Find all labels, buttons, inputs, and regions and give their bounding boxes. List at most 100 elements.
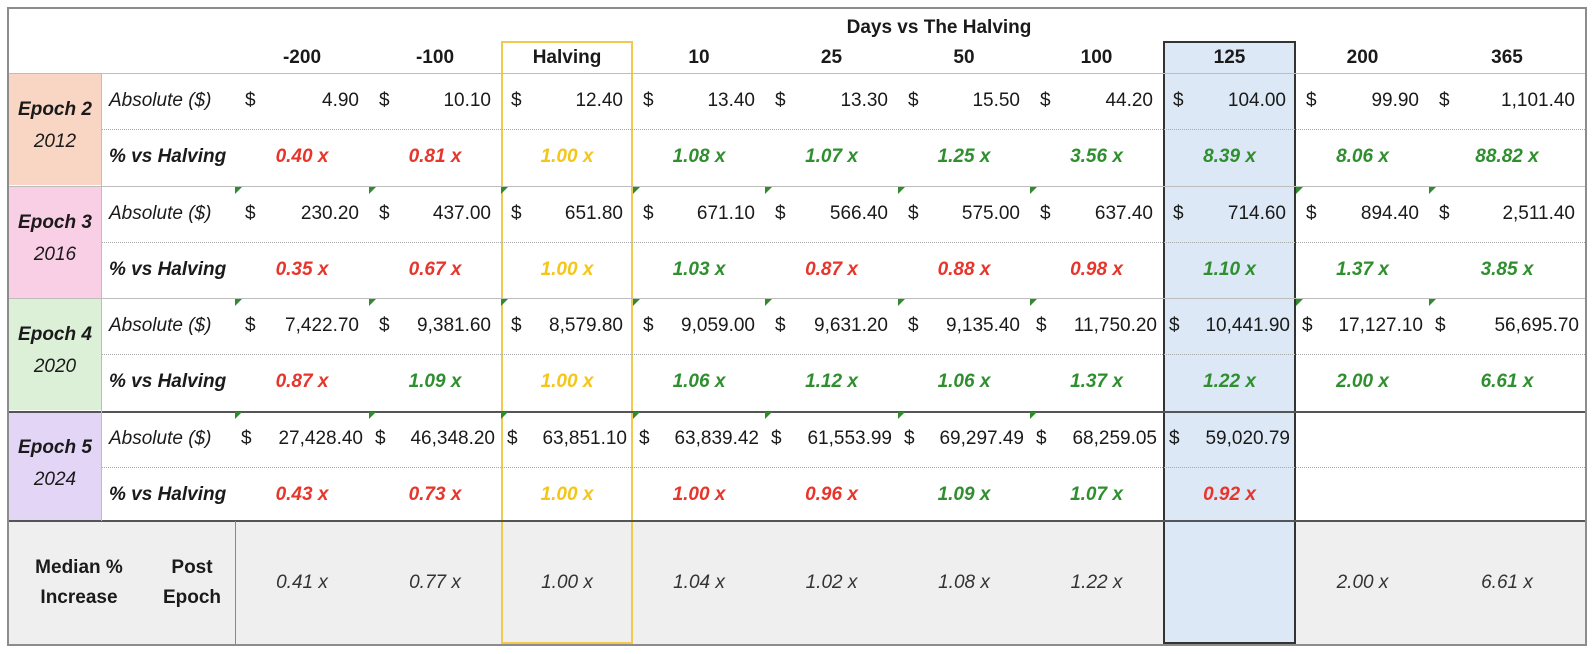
highlight-column-125 <box>1163 41 1296 644</box>
absolute-price-cell: $566.40 <box>765 186 898 242</box>
pct-vs-halving-cell: 1.07 x <box>805 146 858 167</box>
row-label-absolute: Absolute ($) <box>109 90 212 111</box>
pct-vs-halving-cell: 1.07 x <box>1070 484 1123 505</box>
dollar-sign: $ <box>908 90 919 111</box>
pct-vs-halving-cell: 1.22 x <box>1203 371 1256 392</box>
dollar-sign: $ <box>379 315 390 336</box>
pct-vs-halving-cell: 1.09 x <box>408 371 462 392</box>
price-value: 68,259.05 <box>1072 428 1157 449</box>
row-label-pct: % vs Halving <box>109 484 227 505</box>
row-divider <box>9 186 1585 187</box>
median-row-label: Median % Increase Post Epoch <box>9 521 235 644</box>
absolute-price-cell: $651.80 <box>501 186 633 242</box>
absolute-price-cell: $9,631.20 <box>765 298 898 354</box>
pct-vs-halving-cell: 0.98 x <box>1070 259 1123 280</box>
dollar-sign: $ <box>1169 428 1180 449</box>
row-label-absolute: Absolute ($) <box>109 203 212 224</box>
absolute-price-cell: $17,127.10 <box>1296 298 1429 354</box>
row-divider <box>9 298 1585 299</box>
price-value: 11,750.20 <box>1073 315 1157 336</box>
absolute-price-cell: $671.10 <box>633 186 765 242</box>
dollar-sign: $ <box>643 315 654 336</box>
cell-note-marker <box>501 412 508 419</box>
cell-note-marker <box>501 299 508 306</box>
dollar-sign: $ <box>379 90 390 111</box>
cell-note-marker <box>235 412 242 419</box>
cell-note-marker <box>235 299 242 306</box>
dollar-sign: $ <box>904 428 915 449</box>
epoch-name: Epoch 3 <box>18 212 92 233</box>
dollar-sign: $ <box>1173 90 1184 111</box>
price-value: 9,135.40 <box>946 315 1020 336</box>
pct-vs-halving-cell: 1.00 x <box>672 484 726 505</box>
absolute-price-cell: $10.10 <box>369 73 501 129</box>
absolute-price-cell: $894.40 <box>1296 186 1429 242</box>
dollar-sign: $ <box>775 90 786 111</box>
absolute-price-cell: $11,750.20 <box>1030 298 1163 354</box>
row-label-pct: % vs Halving <box>109 371 227 392</box>
dollar-sign: $ <box>511 90 522 111</box>
price-value: 9,059.00 <box>681 315 755 336</box>
cell-note-marker <box>633 187 640 194</box>
absolute-price-cell: $4.90 <box>235 73 369 129</box>
dollar-sign: $ <box>1302 315 1313 336</box>
row-divider <box>9 73 1585 74</box>
column-header: Halving <box>532 47 602 68</box>
price-value: 714.60 <box>1227 203 1286 224</box>
absolute-price-cell: $9,135.40 <box>898 298 1030 354</box>
median-label-line2: Post Epoch <box>162 556 222 608</box>
median-value-cell: 0.77 x <box>409 572 461 593</box>
dollar-sign: $ <box>1169 315 1180 336</box>
price-value: 15.50 <box>972 90 1020 111</box>
pct-vs-halving-cell: 3.85 x <box>1480 259 1534 280</box>
absolute-price-cell: $575.00 <box>898 186 1030 242</box>
price-value: 437.00 <box>432 203 491 224</box>
column-header: 200 <box>1346 47 1379 68</box>
dollar-sign: $ <box>908 203 919 224</box>
absolute-price-cell: $15.50 <box>898 73 1030 129</box>
epoch-year: 2016 <box>33 244 77 265</box>
column-header: -100 <box>415 47 455 68</box>
row-divider <box>9 411 1585 413</box>
cell-note-marker <box>1296 299 1303 306</box>
epoch-year: 2012 <box>33 131 77 152</box>
median-value-cell: 0.41 x <box>276 572 328 593</box>
row-label-pct: % vs Halving <box>109 259 227 280</box>
price-value: 17,127.10 <box>1338 315 1423 336</box>
cell-note-marker <box>369 412 376 419</box>
price-value: 894.40 <box>1360 203 1419 224</box>
table-grid: Days vs The Halving -200 -100 Halving 10 25 50… <box>9 9 1585 644</box>
price-value: 12.40 <box>575 90 623 111</box>
median-label-line1: Median % Increase <box>35 556 123 608</box>
pct-vs-halving-cell: 1.03 x <box>672 259 726 280</box>
price-value: 4.90 <box>322 90 359 111</box>
dollar-sign: $ <box>1439 203 1450 224</box>
column-header: 365 <box>1491 47 1523 68</box>
pct-vs-halving-cell: 1.00 x <box>540 484 594 505</box>
cell-note-marker <box>765 412 772 419</box>
epoch-band-bg <box>9 73 101 185</box>
median-value-cell: 6.61 x <box>1481 572 1533 593</box>
column-header: 25 <box>820 47 843 68</box>
pct-vs-halving-cell: 1.08 x <box>672 146 726 167</box>
row-label-pct: % vs Halving <box>109 146 227 167</box>
pct-vs-halving-cell: 1.09 x <box>937 484 991 505</box>
absolute-price-cell: $59,020.79 <box>1163 411 1296 467</box>
cell-note-marker <box>765 299 772 306</box>
epoch-label: Epoch 2 2012 <box>9 73 101 185</box>
median-value-cell: 1.08 x <box>938 572 990 593</box>
absolute-price-cell: $10,441.90 <box>1163 298 1296 354</box>
absolute-price-cell: $13.40 <box>633 73 765 129</box>
dollar-sign: $ <box>245 315 256 336</box>
cell-note-marker <box>1030 187 1037 194</box>
price-value: 2,511.40 <box>1502 203 1575 224</box>
pct-vs-halving-cell: 0.87 x <box>805 259 858 280</box>
epoch-label: Epoch 5 2024 <box>9 411 101 523</box>
absolute-price-cell: $68,259.05 <box>1030 411 1163 467</box>
pct-vs-halving-cell: 3.56 x <box>1070 146 1123 167</box>
absolute-price-cell: $8,579.80 <box>501 298 633 354</box>
pct-vs-halving-cell: 0.40 x <box>275 146 329 167</box>
price-value: 651.80 <box>564 203 623 224</box>
dollar-sign: $ <box>643 203 654 224</box>
price-value: 61,553.99 <box>807 428 892 449</box>
